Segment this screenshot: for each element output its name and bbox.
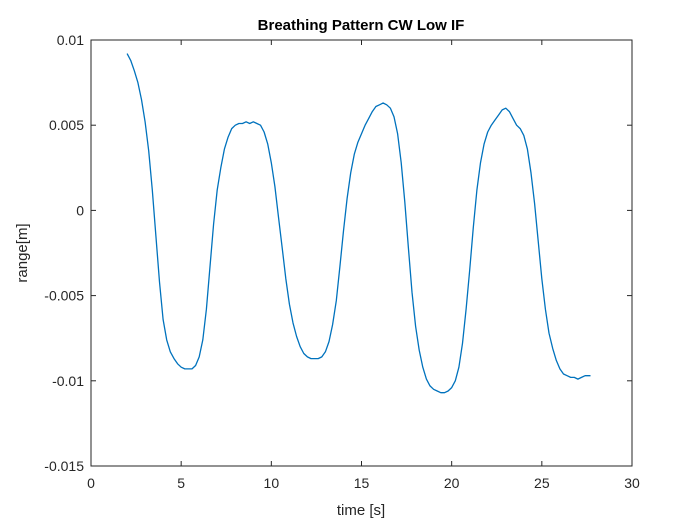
y-tick-label: -0.015	[44, 458, 84, 474]
plot-area: 0 5 10 15 20 25 30 -0.015 -0.01 -0.005 0 0.005 0.01	[44, 32, 640, 491]
series-line-0	[126, 53, 591, 394]
x-axis-label: time [s]	[337, 502, 385, 519]
y-tick-label: -0.005	[44, 288, 84, 304]
y-tick-label: 0.005	[49, 117, 84, 133]
chart-title: Breathing Pattern CW Low IF	[258, 17, 465, 34]
y-tick-label: -0.01	[52, 373, 84, 389]
x-tick-label: 10	[264, 475, 280, 491]
y-tick-label: 0.01	[57, 32, 84, 48]
x-tick-label: 5	[177, 475, 185, 491]
x-tick-label: 30	[624, 475, 640, 491]
x-tick-label: 20	[444, 475, 460, 491]
y-tick-label: 0	[76, 202, 84, 218]
axes-box	[90, 39, 633, 467]
y-axis-label: range[m]	[14, 223, 31, 282]
x-tick-label: 0	[87, 475, 95, 491]
x-tick-label: 15	[354, 475, 370, 491]
x-tick-label: 25	[534, 475, 550, 491]
